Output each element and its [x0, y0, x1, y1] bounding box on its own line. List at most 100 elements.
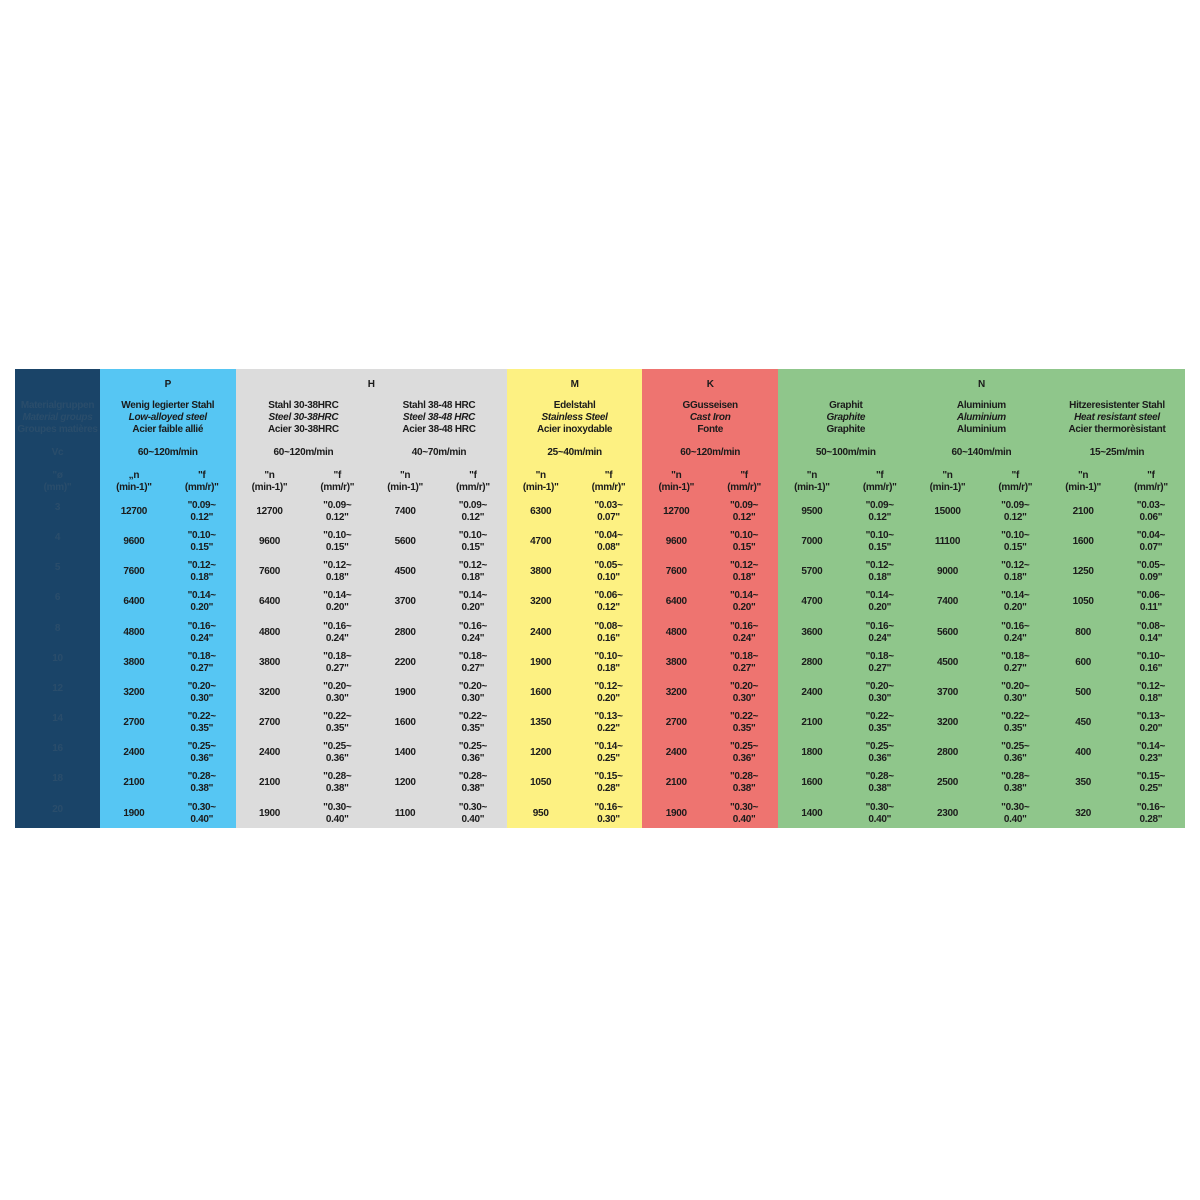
- rpm-value: 1900: [394, 686, 416, 698]
- diameter-value: 16: [52, 743, 63, 755]
- feed-value: "0.15~ 0.25": [1136, 771, 1166, 795]
- feed-header: "f (mm/r)": [998, 470, 1033, 493]
- feed-value: "0.18~ 0.27": [458, 650, 488, 674]
- feed-value: "0.10~ 0.15": [865, 530, 895, 554]
- feed-value: "0.25~ 0.36": [865, 741, 895, 765]
- rpm-value: 4500: [936, 656, 959, 668]
- rpm-value: 2100: [801, 717, 823, 729]
- rpm-header: "n (min-1)": [1065, 470, 1101, 493]
- rpm-value: 3200: [258, 686, 281, 698]
- material-name: Fonte: [697, 424, 724, 435]
- rpm-value: 15000: [934, 506, 961, 517]
- diameter-value: 6: [54, 592, 61, 604]
- group-n: N Graphit Graphite Graphite 50~100m/min "n (m…: [778, 369, 1185, 828]
- feed-value: "0.22~ 0.35": [865, 711, 895, 735]
- feed-value: "0.14~ 0.20": [729, 590, 759, 614]
- rpm-value: 12700: [663, 506, 690, 517]
- group-letter: N: [977, 379, 985, 390]
- rpm-value: 3200: [936, 717, 959, 729]
- cutting-speed: 40~70m/min: [411, 447, 467, 458]
- rpm-value: 3200: [123, 686, 145, 698]
- diameter-value: 20: [52, 803, 63, 815]
- rpm-value: 2700: [123, 717, 145, 729]
- feed-value: "0.18~ 0.27": [865, 650, 895, 674]
- feed-value: "0.09~ 0.12": [1001, 500, 1030, 523]
- feed-header: "f (mm/r)": [1134, 470, 1168, 493]
- feed-value: "0.12~ 0.18": [187, 560, 217, 584]
- feed-value: "0.22~ 0.35": [729, 711, 759, 735]
- feed-value: "0.16~ 0.30": [594, 801, 623, 825]
- feed-value: "0.16~ 0.24": [187, 620, 217, 644]
- rpm-value: 320: [1075, 807, 1091, 819]
- rpm-value: 1100: [394, 807, 416, 819]
- feed-value: "0.12~ 0.18": [1136, 680, 1166, 704]
- feed-value: "0.28~ 0.38": [729, 771, 759, 795]
- rpm-value: 2200: [394, 656, 416, 668]
- feed-value: "0.14~ 0.20": [323, 590, 352, 614]
- feed-value: "0.20~ 0.30": [323, 680, 352, 704]
- material-name: Heat resistant steel: [1074, 412, 1160, 423]
- diameter-value: 8: [54, 622, 61, 634]
- feed-value: "0.22~ 0.35": [187, 711, 217, 735]
- group-k: K GGusseisen Cast Iron Fonte 60~120m/min "n (…: [642, 369, 778, 828]
- feed-header: "f (mm/r)": [456, 470, 490, 493]
- diameter-value: 14: [52, 713, 63, 725]
- rpm-value: 5700: [801, 566, 823, 578]
- feed-value: "0.05~ 0.10": [594, 560, 623, 584]
- feed-value: "0.10~ 0.18": [594, 650, 623, 674]
- diameter-header: "ø (mm)": [43, 470, 72, 493]
- rpm-value: 2400: [258, 747, 281, 759]
- rpm-value: 6300: [530, 506, 552, 517]
- rpm-value: 1900: [530, 656, 552, 668]
- vc-label: Vc: [51, 447, 64, 458]
- rpm-value: 9500: [801, 506, 823, 517]
- rpm-value: 11100: [934, 536, 961, 548]
- feed-value: "0.12~ 0.18": [458, 560, 488, 584]
- feed-value: "0.14~ 0.20": [865, 590, 895, 614]
- cutting-data-table: Materialgruppen Material groups Groupes ma…: [15, 369, 1185, 828]
- feed-value: "0.06~ 0.11": [1136, 590, 1166, 614]
- feed-value: "0.12~ 0.18": [323, 560, 352, 584]
- rpm-header: "n (min-1)": [794, 470, 830, 493]
- material-name: Acier inoxydable: [536, 424, 613, 435]
- rpm-value: 950: [532, 807, 549, 819]
- feed-value: "0.20~ 0.30": [458, 680, 488, 704]
- rpm-header: „n (min-1)": [116, 470, 152, 493]
- rpm-value: 2400: [801, 686, 823, 698]
- rpm-value: 7400: [936, 596, 959, 608]
- material-name: Stahl 38-48 HRC: [402, 400, 476, 411]
- rpm-value: 4800: [665, 626, 687, 638]
- rpm-value: 400: [1075, 747, 1091, 759]
- material-name: Acier 38-48 HRC: [402, 424, 476, 435]
- feed-value: "0.18~ 0.27": [1001, 650, 1030, 674]
- feed-value: "0.14~ 0.20": [458, 590, 488, 614]
- feed-value: "0.09~ 0.12": [187, 500, 217, 523]
- material-name: Low-alloyed steel: [128, 412, 208, 423]
- feed-value: "0.30~ 0.40": [729, 801, 759, 825]
- feed-value: "0.22~ 0.35": [323, 711, 352, 735]
- rpm-value: 2400: [665, 747, 687, 759]
- feed-value: "0.04~ 0.07": [1136, 530, 1166, 554]
- rpm-value: 1050: [1072, 596, 1094, 608]
- group-letter: M: [570, 379, 579, 390]
- rpm-value: 3800: [665, 656, 687, 668]
- rpm-value: 600: [1075, 656, 1091, 668]
- feed-value: "0.15~ 0.28": [594, 771, 623, 795]
- rpm-value: 4500: [394, 566, 416, 578]
- material-groups-label: Material groups: [22, 412, 93, 423]
- rpm-value: 3800: [530, 566, 552, 578]
- group-letter: P: [164, 379, 172, 390]
- feed-header: "f (mm/r)": [862, 470, 897, 493]
- cutting-speed: 50~100m/min: [815, 447, 876, 458]
- material-name: Steel 38-48 HRC: [402, 412, 476, 423]
- material-name: Hitzeresistenter Stahl: [1069, 400, 1165, 411]
- material-name: Steel 30-38HRC: [268, 412, 339, 423]
- feed-value: "0.22~ 0.35": [1001, 711, 1030, 735]
- feed-value: "0.10~ 0.15": [323, 530, 352, 554]
- material-name: Stahl 30-38HRC: [268, 400, 339, 411]
- rpm-value: 2100: [258, 777, 281, 789]
- feed-value: "0.13~ 0.22": [594, 711, 623, 735]
- rpm-value: 1250: [1072, 566, 1094, 578]
- feed-value: "0.28~ 0.38": [323, 771, 352, 795]
- rpm-value: 1200: [530, 747, 552, 759]
